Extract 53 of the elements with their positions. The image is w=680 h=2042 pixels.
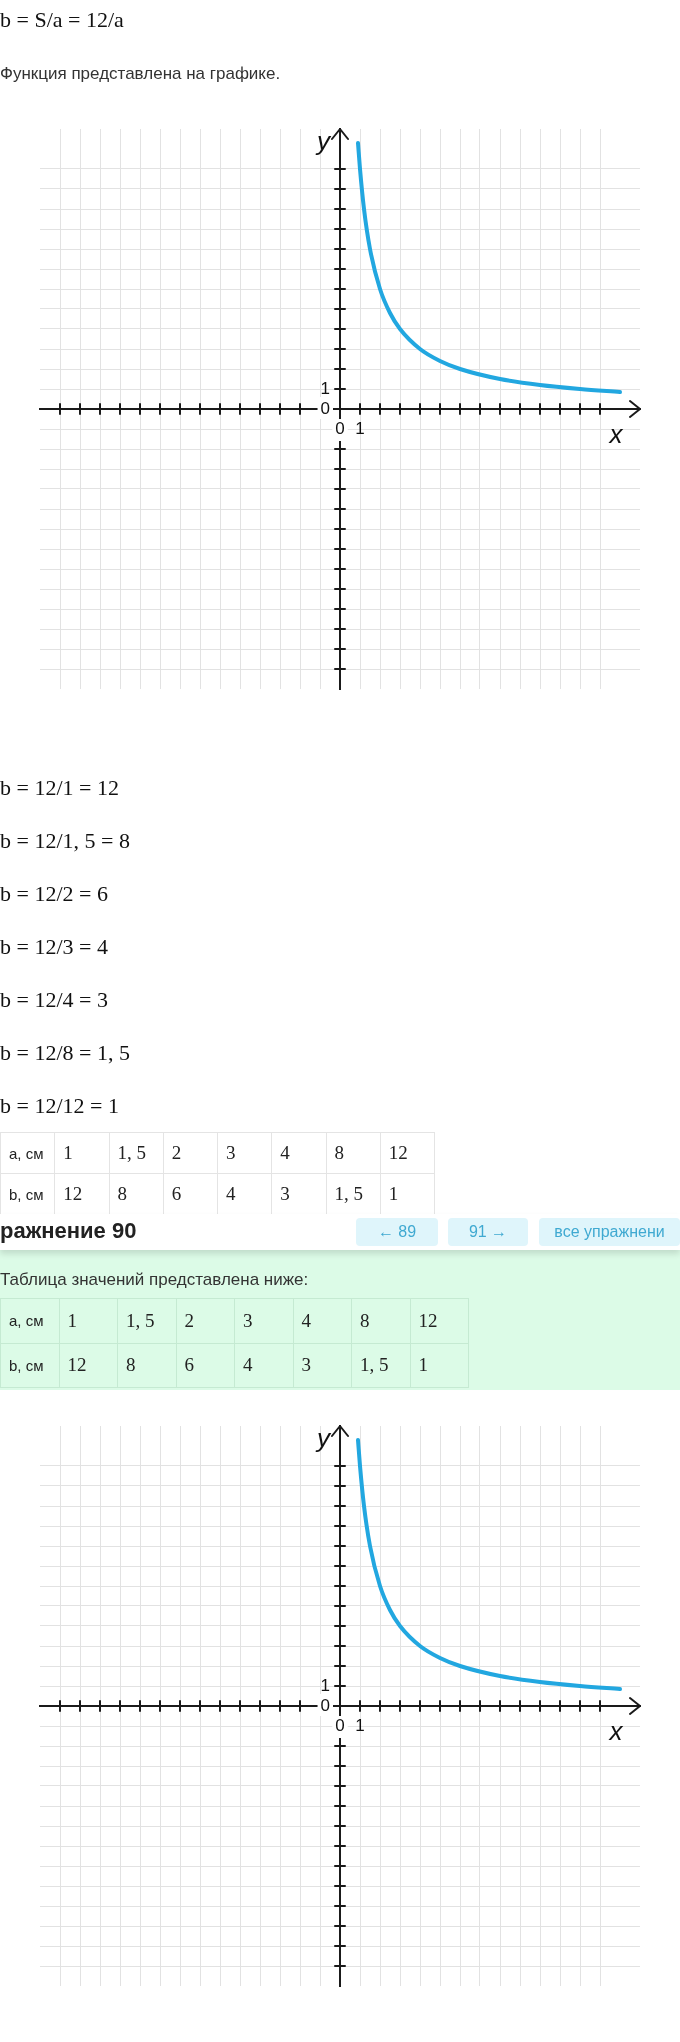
- text: 6: [171, 1183, 182, 1204]
- text: a, см: [9, 1312, 44, 1330]
- text: 4: [226, 1183, 236, 1204]
- text: 12: [67, 1354, 87, 1376]
- y-axis-title: y: [315, 126, 332, 157]
- text: ражнение 90: [0, 1217, 137, 1245]
- text: b = 12/1, 5 = 8: [0, 827, 131, 855]
- text: 3: [280, 1183, 290, 1204]
- y-tick-label: 0: [320, 1695, 330, 1715]
- text: b = S/a = 12/a: [0, 6, 125, 34]
- text: 1, 5: [334, 1183, 363, 1204]
- text: 1: [418, 1354, 428, 1376]
- text: 1, 5: [126, 1309, 155, 1331]
- text: b = 12/12 = 1: [0, 1092, 120, 1120]
- text: b, см: [9, 1356, 44, 1374]
- text: a, см: [9, 1144, 44, 1162]
- text: 3: [301, 1354, 311, 1376]
- text: 2: [184, 1309, 194, 1331]
- x-axis-title: x: [607, 1716, 624, 1747]
- text: 3: [226, 1142, 236, 1163]
- text: 8: [334, 1142, 344, 1163]
- text: 1: [63, 1142, 73, 1163]
- text: 12: [63, 1183, 83, 1204]
- text: b = 12/3 = 4: [0, 933, 109, 961]
- text: b, см: [9, 1185, 44, 1203]
- text: 1, 5: [360, 1354, 389, 1376]
- text: b = 12/1 = 12: [0, 774, 120, 802]
- text: 8: [126, 1354, 136, 1376]
- y-tick-label: 1: [320, 378, 330, 398]
- text: Функция представлена на графике.: [0, 63, 282, 85]
- text: 12: [388, 1142, 408, 1163]
- text: 4: [280, 1142, 290, 1163]
- text: 8: [360, 1309, 370, 1331]
- text: 3: [243, 1309, 253, 1331]
- line-series: [356, 1438, 622, 1691]
- text: 2: [171, 1142, 182, 1163]
- text: b = 12/8 = 1, 5: [0, 1039, 131, 1067]
- x-axis-title: x: [607, 419, 624, 450]
- text: b = 12/4 = 3: [0, 986, 109, 1014]
- y-tick-label: 1: [320, 1675, 330, 1695]
- text: Таблица значений представлена ниже:: [0, 1269, 310, 1291]
- text: b = 12/2 = 6: [0, 880, 109, 908]
- text: 4: [243, 1354, 253, 1376]
- text: 1: [67, 1309, 77, 1331]
- y-tick-label: 0: [320, 398, 330, 418]
- line-series: [356, 141, 622, 394]
- text: 12: [418, 1309, 438, 1331]
- text: 6: [184, 1354, 194, 1376]
- text: 8: [117, 1183, 127, 1204]
- y-axis-title: y: [315, 1423, 332, 1454]
- text: 1: [388, 1183, 399, 1204]
- text: 4: [301, 1309, 311, 1331]
- text: 1, 5: [117, 1142, 146, 1163]
